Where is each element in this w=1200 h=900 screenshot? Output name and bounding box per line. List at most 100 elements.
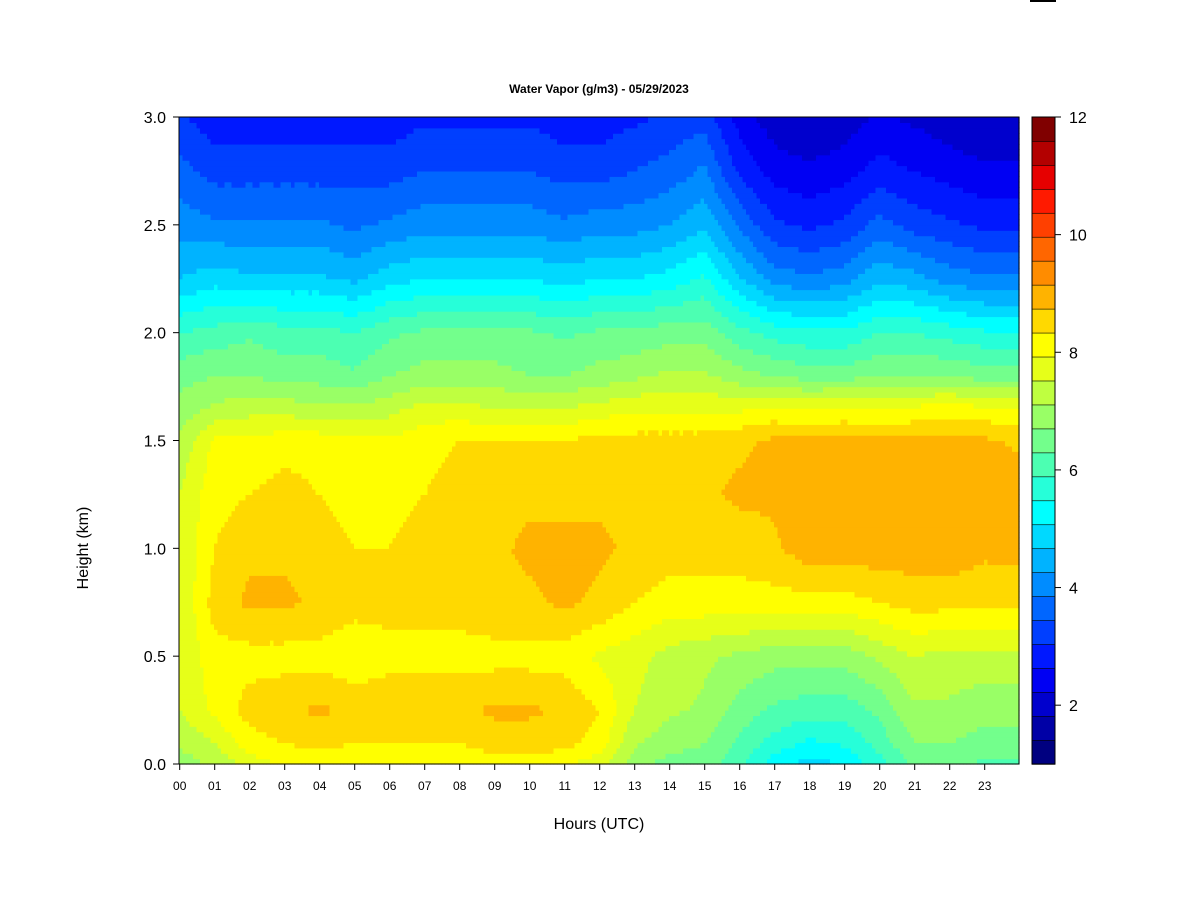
heatmap-cell	[204, 430, 208, 436]
heatmap-cell	[200, 263, 204, 269]
heatmap-cell	[249, 737, 253, 743]
heatmap-cell	[305, 149, 309, 155]
heatmap-cell	[179, 597, 183, 603]
heatmap-cell	[204, 263, 208, 269]
heatmap-cell	[214, 689, 218, 695]
heatmap-cell	[246, 408, 250, 414]
heatmap-cell	[274, 543, 278, 549]
heatmap-cell	[298, 139, 302, 145]
heatmap-cell	[319, 370, 323, 376]
heatmap-cell	[228, 667, 232, 673]
heatmap-cell	[190, 737, 194, 743]
heatmap-cell	[284, 586, 288, 592]
heatmap-cell	[225, 387, 229, 393]
heatmap-cell	[263, 516, 267, 522]
heatmap-cell	[228, 408, 232, 414]
heatmap-cell	[214, 424, 218, 430]
heatmap-cell	[239, 122, 243, 128]
heatmap-cell	[232, 435, 236, 441]
heatmap-cell	[214, 171, 218, 177]
heatmap-cell	[291, 618, 295, 624]
heatmap-cell	[179, 500, 183, 506]
heatmap-cell	[256, 225, 260, 231]
heatmap-cell	[253, 403, 257, 409]
heatmap-cell	[218, 462, 222, 468]
heatmap-cell	[232, 618, 236, 624]
heatmap-cell	[256, 236, 260, 242]
heatmap-cell	[228, 354, 232, 360]
heatmap-cell	[186, 203, 190, 209]
heatmap-cell	[204, 575, 208, 581]
heatmap-cell	[204, 597, 208, 603]
heatmap-cell	[225, 230, 229, 236]
heatmap-cell	[302, 182, 306, 188]
heatmap-cell	[204, 624, 208, 630]
heatmap-cell	[218, 651, 222, 657]
heatmap-cell	[211, 290, 215, 296]
heatmap-cell	[295, 408, 299, 414]
heatmap-cell	[214, 295, 218, 301]
heatmap-cell	[270, 241, 274, 247]
heatmap-cell	[281, 602, 285, 608]
heatmap-cell	[309, 710, 313, 716]
heatmap-cell	[263, 683, 267, 689]
heatmap-cell	[239, 478, 243, 484]
heatmap-cell	[235, 753, 239, 759]
heatmap-cell	[242, 710, 246, 716]
heatmap-cell	[186, 575, 190, 581]
heatmap-cell	[267, 295, 271, 301]
heatmap-cell	[186, 117, 190, 123]
heatmap-cell	[242, 311, 246, 317]
heatmap-cell	[239, 155, 243, 161]
heatmap-cell	[281, 295, 285, 301]
heatmap-cell	[193, 494, 197, 500]
heatmap-cell	[204, 559, 208, 565]
heatmap-cell	[190, 403, 194, 409]
heatmap-cell	[204, 732, 208, 738]
heatmap-cell	[288, 608, 292, 614]
heatmap-cell	[228, 710, 232, 716]
heatmap-cell	[263, 645, 267, 651]
heatmap-cell	[242, 133, 246, 139]
heatmap-cell	[249, 489, 253, 495]
heatmap-cell	[267, 300, 271, 306]
heatmap-cell	[211, 710, 215, 716]
heatmap-cell	[218, 203, 222, 209]
heatmap-cell	[284, 133, 288, 139]
heatmap-cell	[211, 316, 215, 322]
heatmap-cell	[312, 252, 316, 258]
heatmap-cell	[309, 360, 313, 366]
heatmap-cell	[221, 149, 225, 155]
heatmap-cell	[291, 246, 295, 252]
heatmap-cell	[277, 538, 281, 544]
heatmap-cell	[288, 570, 292, 576]
heatmap-cell	[288, 500, 292, 506]
heatmap-cell	[274, 689, 278, 695]
heatmap-cell	[253, 198, 257, 204]
heatmap-cell	[221, 290, 225, 296]
heatmap-cell	[263, 705, 267, 711]
heatmap-cell	[295, 327, 299, 333]
heatmap-cell	[319, 435, 323, 441]
heatmap-cell	[312, 662, 316, 668]
heatmap-cell	[179, 117, 183, 123]
heatmap-cell	[270, 689, 274, 695]
heatmap-cell	[218, 279, 222, 285]
heatmap-cell	[225, 446, 229, 452]
heatmap-cell	[298, 397, 302, 403]
heatmap-cell	[249, 565, 253, 571]
heatmap-cell	[207, 554, 211, 560]
heatmap-cell	[319, 160, 323, 166]
heatmap-cell	[218, 618, 222, 624]
heatmap-cell	[270, 354, 274, 360]
heatmap-cell	[221, 511, 225, 517]
heatmap-cell	[190, 295, 194, 301]
heatmap-cell	[263, 257, 267, 263]
heatmap-cell	[295, 737, 299, 743]
heatmap-cell	[211, 500, 215, 506]
heatmap-cell	[305, 581, 309, 587]
heatmap-cell	[291, 656, 295, 662]
heatmap-cell	[246, 203, 250, 209]
heatmap-cell	[193, 548, 197, 554]
heatmap-cell	[281, 290, 285, 296]
